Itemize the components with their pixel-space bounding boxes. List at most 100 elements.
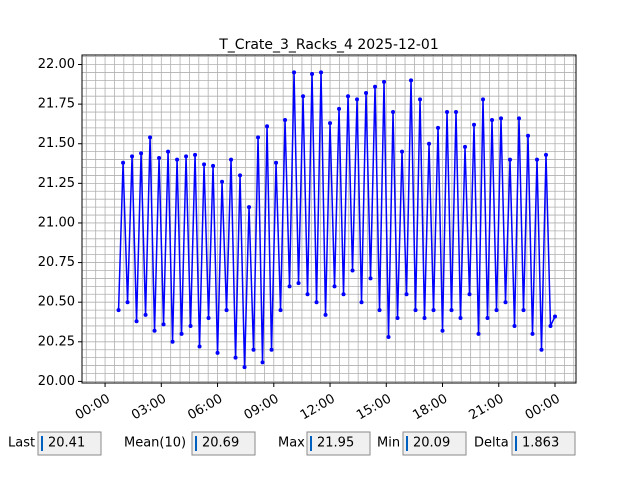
stat-field	[402, 431, 467, 456]
data-point	[206, 316, 211, 321]
data-point	[130, 154, 135, 159]
data-point	[292, 70, 297, 75]
data-point	[454, 110, 459, 115]
data-point	[238, 173, 243, 178]
data-point	[242, 365, 247, 370]
data-point	[224, 308, 229, 313]
data-point	[508, 157, 513, 162]
data-point	[467, 292, 472, 297]
data-point	[152, 328, 157, 333]
data-point	[251, 347, 256, 352]
data-point	[404, 292, 409, 297]
data-point	[161, 322, 166, 327]
data-point	[301, 94, 306, 99]
data-point	[134, 319, 139, 324]
stat-value: 20.69	[202, 436, 239, 451]
data-point	[431, 308, 436, 313]
data-point	[445, 110, 450, 115]
stat-label: Min	[377, 436, 400, 451]
data-point	[382, 79, 387, 84]
x-tick-label: 18:00	[410, 392, 450, 424]
y-tick-label: 20.75	[38, 255, 75, 270]
data-point	[202, 162, 207, 167]
data-point	[526, 133, 531, 138]
data-point	[463, 144, 468, 149]
data-point	[485, 316, 490, 321]
data-point	[323, 312, 328, 317]
data-point	[310, 72, 315, 77]
data-point	[269, 347, 274, 352]
data-point	[391, 110, 396, 115]
y-tick-label: 20.00	[38, 374, 75, 389]
data-point	[373, 84, 378, 89]
x-tick-label: 12:00	[298, 392, 338, 424]
x-tick-label: 00:00	[73, 392, 113, 424]
data-point	[544, 152, 549, 157]
data-point	[539, 347, 544, 352]
data-point	[350, 268, 355, 273]
data-point	[256, 135, 261, 140]
data-point	[283, 117, 288, 122]
data-point	[413, 308, 418, 313]
data-point	[346, 94, 351, 99]
data-point	[116, 308, 121, 313]
y-tick-label: 20.50	[38, 295, 75, 310]
data-point	[265, 124, 270, 129]
y-tick-label: 21.25	[38, 176, 75, 191]
data-point	[233, 355, 238, 360]
stat-label: Delta	[474, 436, 509, 451]
data-point	[287, 284, 292, 289]
data-point	[386, 335, 391, 340]
data-point	[476, 331, 481, 336]
stat-label: Mean(10)	[124, 436, 186, 451]
chart-title: T_Crate_3_Racks_4 2025-12-01	[218, 37, 439, 53]
data-point	[319, 70, 324, 75]
data-point	[139, 151, 144, 156]
y-tick-label: 21.75	[38, 97, 75, 112]
x-tick-label: 21:00	[467, 392, 507, 424]
data-point	[278, 308, 283, 313]
stat-value: 21.95	[317, 436, 354, 451]
x-tick-label: 09:00	[242, 392, 282, 424]
data-point	[260, 360, 265, 365]
data-point	[332, 284, 337, 289]
data-point	[184, 154, 189, 159]
y-tick-label: 20.25	[38, 334, 75, 349]
data-point	[220, 179, 225, 184]
data-point	[409, 78, 414, 83]
stat-label: Last	[8, 436, 35, 451]
data-point	[499, 116, 504, 121]
data-point	[503, 300, 508, 305]
data-point	[211, 163, 216, 168]
data-point	[157, 155, 162, 160]
data-point	[553, 314, 558, 319]
data-point	[535, 157, 540, 162]
data-point	[436, 125, 441, 130]
data-point	[175, 157, 180, 162]
data-point	[521, 308, 526, 313]
data-point	[197, 344, 202, 349]
data-point	[400, 149, 405, 154]
data-point	[274, 160, 279, 165]
data-point	[166, 149, 171, 154]
data-point	[364, 91, 369, 96]
x-tick-label: 06:00	[185, 392, 225, 424]
data-point	[125, 300, 130, 305]
data-point	[458, 316, 463, 321]
x-tick-label: 00:00	[523, 392, 563, 424]
data-point	[341, 292, 346, 297]
data-point	[314, 300, 319, 305]
data-point	[296, 281, 301, 286]
stat-value: 1.863	[522, 436, 559, 451]
stat-value: 20.41	[48, 436, 85, 451]
data-point	[449, 308, 454, 313]
data-point	[512, 323, 517, 328]
stat-value: 20.09	[413, 436, 450, 451]
data-point	[215, 350, 220, 355]
data-point	[494, 308, 499, 313]
data-point	[247, 205, 252, 210]
data-point	[490, 117, 495, 122]
stat-field	[37, 431, 102, 456]
data-point	[359, 300, 364, 305]
data-point	[517, 116, 522, 121]
